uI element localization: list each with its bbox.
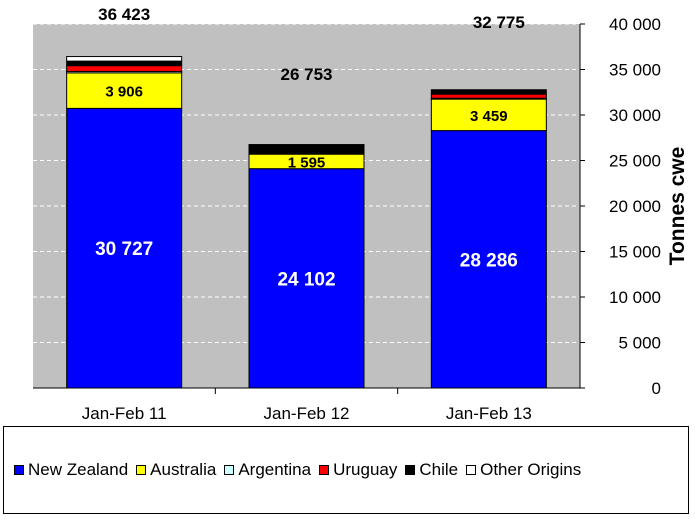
segment-label: 1 595 [288,154,326,171]
total-label: 32 775 [473,13,525,32]
bar-segment [66,107,183,389]
bar-segment [248,144,365,154]
legend-label: Argentina [238,460,312,479]
bar-segment [66,56,183,62]
y-tick-label: 40 000 [609,15,661,34]
segment-label: 3 906 [105,84,143,101]
segment-label: 24 102 [277,269,335,290]
legend-item: Uruguay [319,460,397,480]
legend-swatch [319,465,330,475]
legend-swatch [224,465,235,475]
axes: Jan-Feb 11 Jan-Feb 12 Jan-Feb 13 0 5 000 10 0… [33,15,661,423]
legend-label: New Zealand [28,460,129,479]
segment-label: 28 286 [460,250,518,271]
y-tick-label: 15 000 [609,243,661,262]
legend-swatch [136,465,147,475]
y-tick-label: 10 000 [609,288,661,307]
bar-segment [66,72,183,109]
bars [66,56,547,389]
y-tick-label: 30 000 [609,106,661,125]
legend-label: Chile [419,460,459,479]
legend-item: Australia [136,460,216,480]
legend-item: Chile [405,460,458,480]
legend-swatch [405,465,416,475]
legend-label: Other Origins [480,460,582,479]
bar-segment [430,93,547,99]
bar-segment [430,89,547,95]
chart: 30 727 3 906 36 423 24 102 1 595 26 753 28 286… [33,5,689,423]
legend-item: Argentina [224,460,311,480]
segment-label: 30 727 [95,239,153,260]
y-tick-label: 35 000 [609,61,661,80]
bar-segment [66,60,183,67]
y-tick-label: 0 [652,379,661,398]
segment-label: 3 459 [470,108,508,125]
legend-swatch [466,465,477,475]
y-tick-label: 5 000 [618,334,661,353]
x-tick-label: Jan-Feb 11 [82,404,167,423]
legend: New Zealand Australia Argentina Uruguay Chil… [3,426,689,514]
legend-label: Australia [150,460,217,479]
legend-row: New Zealand Australia Argentina Uruguay Chil… [14,460,589,480]
y-axis-title: Tonnes cwe [666,147,689,266]
legend-swatch [14,465,24,475]
legend-item: New Zealand [14,460,128,480]
total-label: 26 753 [281,65,333,84]
legend-item: Other Origins [466,460,581,480]
y-tick-label: 25 000 [609,152,661,171]
bar-segment [430,130,547,389]
y-tick-label: 20 000 [609,197,661,216]
x-tick-label: Jan-Feb 12 [264,404,350,423]
x-tick-label: Jan-Feb 13 [446,404,532,423]
data-labels: 30 727 3 906 36 423 24 102 1 595 26 753 28 286… [95,5,525,290]
bar-segment [66,65,183,72]
legend-label: Uruguay [333,460,398,479]
total-label: 36 423 [98,5,150,24]
